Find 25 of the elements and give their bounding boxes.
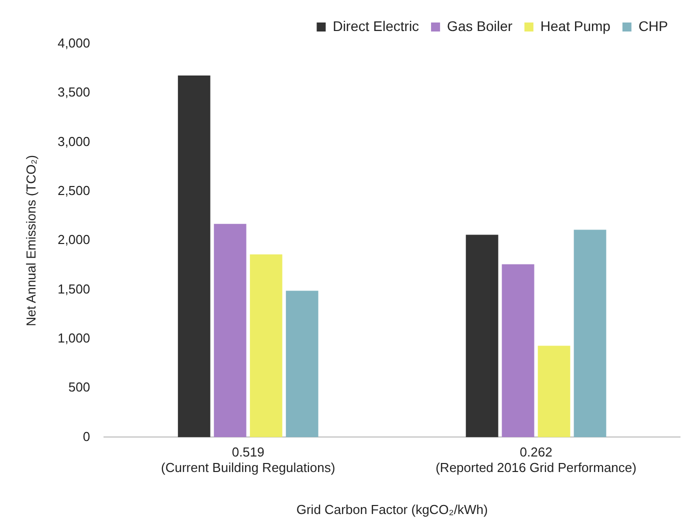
y-tick-label: 2,000 — [58, 232, 90, 248]
bar — [466, 234, 498, 438]
bar — [178, 75, 210, 438]
bar — [250, 254, 282, 438]
bar — [214, 224, 246, 438]
y-tick-label: 1,000 — [58, 330, 90, 346]
legend-label: Heat Pump — [540, 18, 611, 34]
x-tick-label: 0.262 (Reported 2016 Grid Performance) — [436, 444, 636, 476]
legend-label: Direct Electric — [332, 18, 420, 34]
bar — [574, 230, 606, 438]
legend-label: CHP — [638, 18, 668, 34]
bar — [538, 346, 570, 438]
y-tick-label: 1,500 — [58, 281, 90, 296]
y-tick-label: 3,500 — [58, 84, 90, 100]
bar — [286, 290, 318, 438]
x-tick-label: 0.519 (Current Building Regulations) — [161, 444, 336, 476]
y-tick-label: 4,000 — [58, 36, 90, 51]
y-tick-label: 500 — [68, 380, 90, 395]
y-tick-label: 0 — [82, 428, 90, 444]
y-tick-label: 3,000 — [58, 134, 90, 149]
y-tick-label: 2,500 — [58, 183, 90, 198]
y-axis-title: Net Annual Emissions (TCO₂) — [23, 154, 38, 326]
bar — [502, 264, 534, 438]
x-axis-title: Grid Carbon Factor (kgCO₂/kWh) — [296, 502, 488, 517]
legend-label: Gas Boiler — [447, 18, 513, 34]
